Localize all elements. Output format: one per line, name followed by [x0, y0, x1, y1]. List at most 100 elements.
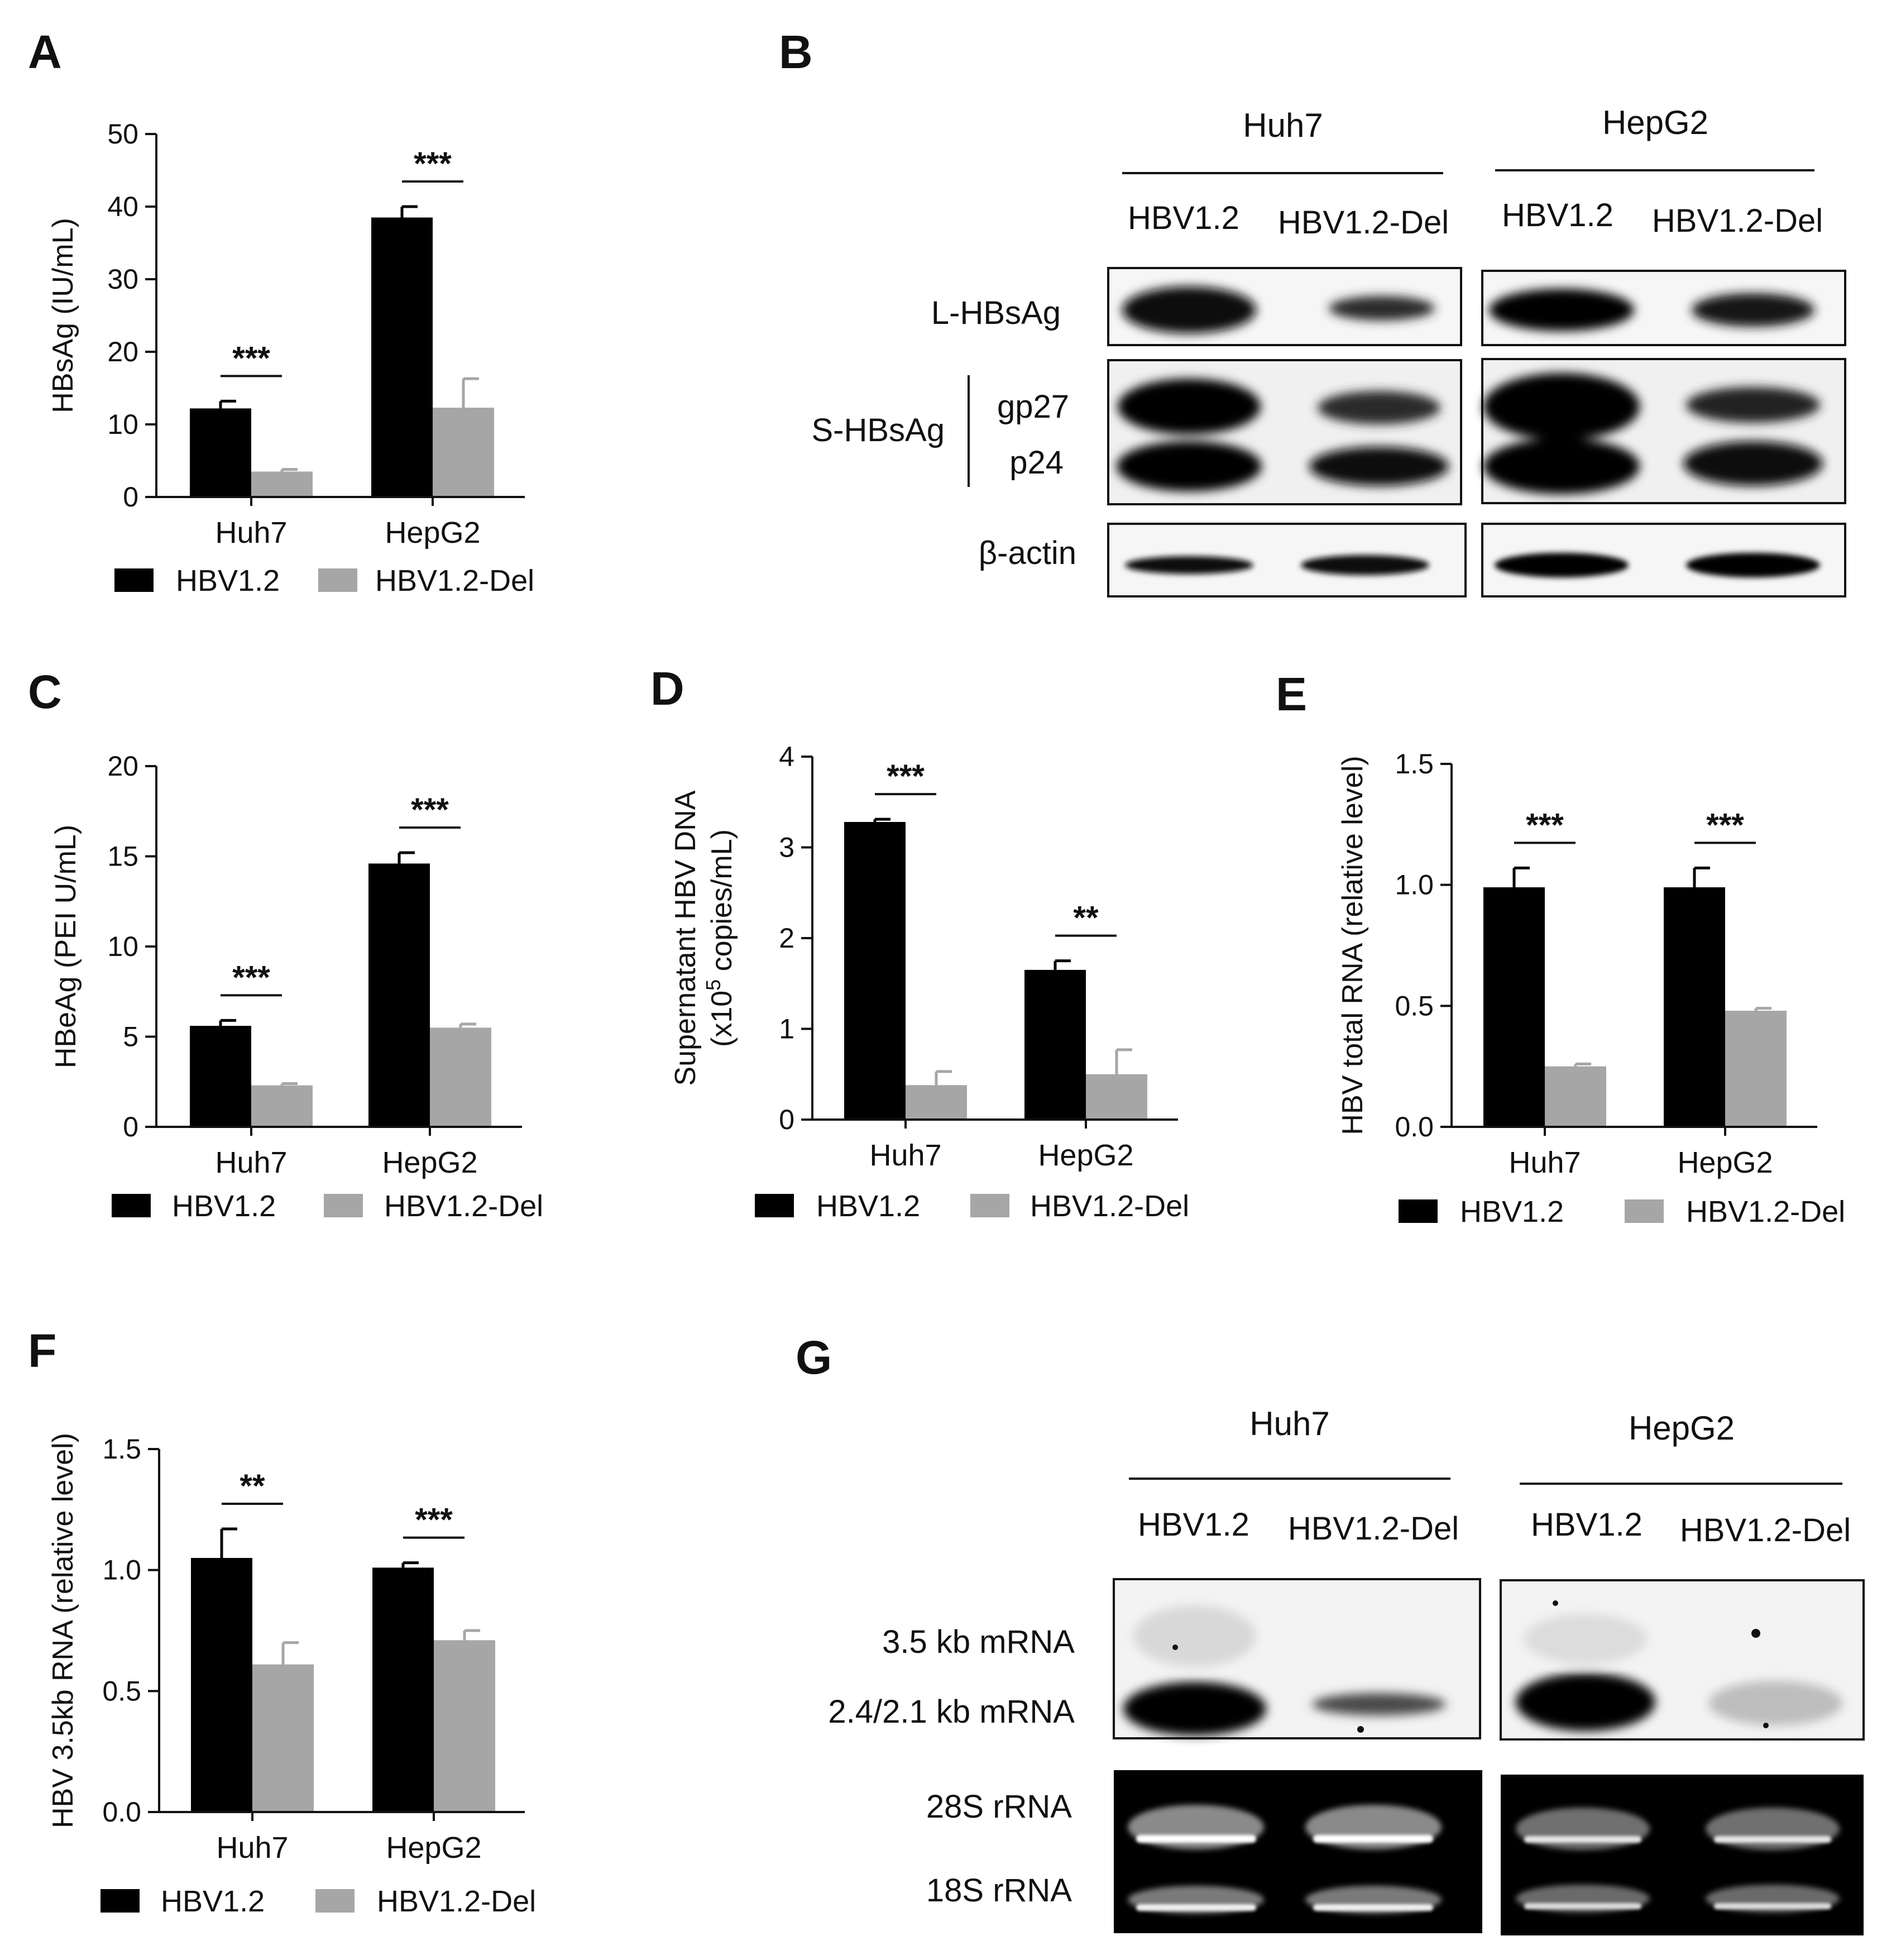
bar-hepg2-hbv12-del: [1725, 1011, 1787, 1127]
x-tick-label: HepG2: [385, 516, 480, 549]
bar-hepg2-hbv12: [1024, 969, 1086, 1120]
significance-marker: ***: [887, 758, 925, 795]
bar-hepg2-hbv12: [1664, 887, 1725, 1127]
x-tick-label: HepG2: [1677, 1146, 1773, 1179]
y-tick-label: 1: [779, 1014, 794, 1045]
legend-swatch: [324, 1194, 363, 1217]
bar-huh7-hbv12: [190, 1026, 251, 1127]
y-tick-label: 2: [779, 922, 794, 954]
northern-blot-panel: Huh7 HepG2 HBV1.2 HBV1.2-Del HBV1.2 HBV1…: [828, 1405, 1865, 1935]
blot-label-35kb-mrna: 3.5 kb mRNA: [882, 1624, 1075, 1660]
blot-g-lane-2: HBV1.2-Del: [1288, 1510, 1459, 1547]
y-tick-label: 20: [107, 336, 138, 367]
y-tick-label: 0.0: [1395, 1111, 1434, 1142]
blot-g-lane-3: HBV1.2: [1531, 1507, 1643, 1543]
significance-marker: ***: [232, 959, 270, 996]
chart-35kb-rna: ** Huh7 *** HepG2 0.0 0.5 1.0 1.5 HBV 3.5kb RNA …: [47, 1433, 536, 1918]
y-tick-label: 0: [123, 1111, 138, 1142]
blot-label-actin: β-actin: [979, 535, 1076, 571]
blot-g-lane-4: HBV1.2-Del: [1680, 1512, 1851, 1548]
bar-hepg2-hbv12-del: [1086, 1074, 1147, 1120]
bar-hepg2-hbv12: [368, 863, 430, 1127]
chart-hbeag: *** Huh7 *** HepG2 0 5 10 15 20 HBeAg (PEI U/mL) H…: [50, 750, 543, 1223]
bar-huh7-hbv12-del: [1545, 1066, 1606, 1127]
significance-marker: ***: [1526, 807, 1564, 843]
blot-label-28s-rrna: 28S rRNA: [926, 1789, 1072, 1825]
bar-huh7-hbv12: [190, 408, 251, 497]
x-tick-label: HepG2: [382, 1146, 477, 1179]
y-tick-label: 20: [107, 750, 138, 782]
blot-label-24-21kb-mrna: 2.4/2.1 kb mRNA: [828, 1694, 1075, 1730]
bar-huh7-hbv12-del: [906, 1085, 967, 1120]
y-tick-label: 4: [779, 741, 794, 772]
y-tick-label: 1.5: [102, 1433, 141, 1465]
chart-total-rna: *** Huh7 *** HepG2 0.0 0.5 1.0 1.5 HBV total RNA…: [1337, 748, 1845, 1228]
y-tick-label: 1.5: [1395, 748, 1434, 780]
y-tick-label: 10: [107, 409, 138, 440]
x-tick-label: HepG2: [386, 1831, 481, 1865]
legend-label: HBV1.2: [176, 564, 280, 597]
significance-marker: **: [1073, 900, 1099, 936]
bar-hepg2-hbv12-del: [430, 1027, 491, 1127]
western-blot-panel: Huh7 HepG2 HBV1.2 HBV1.2-Del HBV1.2 HBV1…: [811, 104, 1846, 597]
y-axis-label-line2: (x105 copies/mL): [702, 829, 738, 1047]
legend-swatch: [755, 1194, 794, 1217]
gel-rrna-hepg2: [1501, 1775, 1864, 1935]
panel-letter-c: C: [28, 666, 62, 718]
panel-letter-b: B: [779, 26, 813, 78]
x-tick-label: Huh7: [216, 1831, 288, 1865]
blot-label-s-hbsag: S-HBsAg: [811, 412, 945, 448]
legend-swatch: [114, 568, 154, 592]
legend-swatch: [1625, 1199, 1664, 1223]
blot-b-cell-huh7: Huh7: [1243, 107, 1323, 144]
legend-label: HBV1.2: [161, 1885, 265, 1918]
y-tick-label: 50: [107, 118, 138, 150]
legend-label: HBV1.2: [172, 1189, 276, 1223]
significance-marker: ***: [232, 340, 270, 376]
legend-swatch: [315, 1889, 355, 1913]
blot-b-lane-2: HBV1.2-Del: [1278, 204, 1449, 241]
x-tick-label: Huh7: [215, 1146, 287, 1179]
y-tick-label: 30: [107, 264, 138, 295]
bar-huh7-hbv12: [844, 822, 906, 1120]
y-tick-label: 15: [107, 841, 138, 872]
blot-g-cell-hepg2: HepG2: [1629, 1409, 1735, 1447]
bar-hepg2-hbv12-del: [433, 408, 494, 497]
panel-letter-d: D: [650, 662, 684, 715]
y-tick-label: 0: [779, 1104, 794, 1135]
y-tick-label: 3: [779, 832, 794, 863]
significance-marker: ***: [415, 1502, 453, 1538]
blot-b-lane-3: HBV1.2: [1502, 197, 1613, 233]
significance-marker: ***: [411, 792, 449, 828]
panel-letter-f: F: [28, 1325, 56, 1377]
x-tick-label: Huh7: [869, 1139, 941, 1172]
blot-b-lane-1: HBV1.2: [1128, 200, 1239, 236]
y-axis-label: HBeAg (PEI U/mL): [50, 825, 82, 1068]
y-tick-label: 5: [123, 1021, 138, 1053]
bar-hepg2-hbv12: [372, 1567, 434, 1812]
legend-label: HBV1.2: [1460, 1195, 1564, 1228]
panel-letter-a: A: [28, 26, 62, 78]
y-axis-label: HBsAg (IU/mL): [47, 218, 79, 413]
x-tick-label: Huh7: [1509, 1146, 1581, 1179]
chart-supernatant-dna: *** Huh7 ** HepG2 0 1 2 3 4 Supernatant HBV DNA (x…: [669, 741, 1189, 1223]
legend-label: HBV1.2-Del: [375, 564, 534, 597]
panel-letter-g: G: [796, 1331, 832, 1384]
y-tick-label: 0: [123, 481, 138, 513]
bar-hepg2-hbv12-del: [434, 1640, 495, 1812]
significance-marker: **: [240, 1468, 265, 1504]
blot-g-lane-1: HBV1.2: [1138, 1507, 1249, 1543]
x-tick-label: Huh7: [215, 516, 287, 549]
legend-label: HBV1.2-Del: [384, 1189, 543, 1223]
bar-huh7-hbv12: [191, 1558, 252, 1812]
significance-marker: ***: [1706, 807, 1744, 843]
legend-swatch: [970, 1194, 1009, 1217]
panel-letter-e: E: [1276, 668, 1307, 720]
y-axis-label: HBV total RNA (relative level): [1337, 756, 1369, 1135]
blot-label-p24: p24: [1009, 444, 1064, 481]
legend-label: HBV1.2-Del: [1030, 1189, 1189, 1223]
bar-huh7-hbv12-del: [251, 471, 313, 497]
significance-marker: ***: [414, 146, 452, 182]
x-tick-label: HepG2: [1038, 1139, 1133, 1172]
